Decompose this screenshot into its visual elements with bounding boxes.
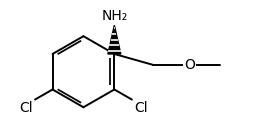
Text: Cl: Cl [19,101,32,115]
Text: Cl: Cl [134,101,148,115]
Text: O: O [184,58,195,72]
Polygon shape [108,25,121,54]
Text: NH₂: NH₂ [101,9,127,22]
